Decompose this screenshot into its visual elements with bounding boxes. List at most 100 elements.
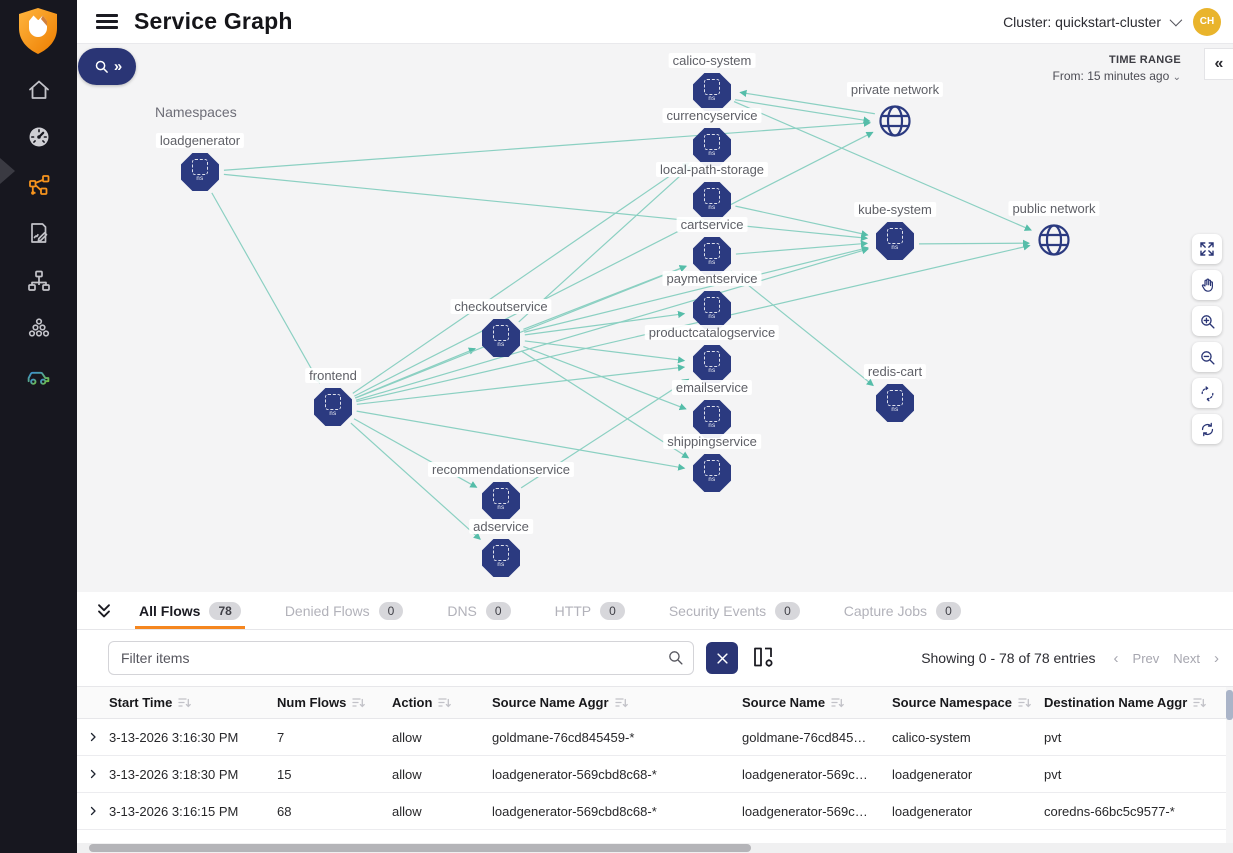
globe-icon xyxy=(879,105,911,137)
prev-page-button[interactable]: Prev xyxy=(1132,650,1160,666)
graph-node-loadgenerator[interactable]: ns xyxy=(181,153,219,191)
graph-edge-checkoutservice-to-paymentservice[interactable] xyxy=(524,310,686,336)
graph-edge-calico-system-to-private-network[interactable] xyxy=(734,99,871,124)
chevron-right-icon[interactable]: › xyxy=(1214,649,1219,667)
graph-edge-checkoutservice-to-emailservice[interactable] xyxy=(523,346,687,411)
graph-edge-frontend-to-public-network[interactable] xyxy=(356,243,1031,403)
horizontal-scrollbar-thumb[interactable] xyxy=(89,844,751,852)
clear-filter-button[interactable] xyxy=(706,642,738,674)
cluster-selector[interactable]: Cluster: quickstart-cluster xyxy=(1003,14,1183,30)
pan-button[interactable] xyxy=(1192,270,1222,300)
tab-capture-jobs[interactable]: Capture Jobs 0 xyxy=(844,592,961,629)
namespace-badge: ns xyxy=(891,245,899,251)
sidebar-item-dashboard[interactable] xyxy=(0,114,77,160)
graph-node-private-network[interactable] xyxy=(877,103,913,139)
table-row[interactable]: 3-13-2026 3:16:15 PM 68 allow loadgenerator… xyxy=(77,793,1233,830)
service-graph-canvas[interactable]: loadgenerator ns calico-system ns currencyse… xyxy=(77,44,1233,592)
graph-node-currencyservice[interactable]: ns xyxy=(693,128,731,166)
graph-edge-checkoutservice-to-productcatalogservice[interactable] xyxy=(524,340,686,364)
zoom-out-button[interactable] xyxy=(1192,342,1222,372)
graph-node-redis-cart[interactable]: ns xyxy=(876,384,914,422)
refresh-button[interactable] xyxy=(1192,414,1222,444)
chevron-left-icon[interactable]: ‹ xyxy=(1113,649,1119,667)
graph-edge-private-network-to-calico-system[interactable] xyxy=(739,89,875,115)
table-row[interactable]: 3-13-2026 3:18:30 PM 15 allow loadgenerator… xyxy=(77,756,1233,793)
graph-edge-frontend-to-productcatalogservice[interactable] xyxy=(356,364,686,405)
graph-node-emailservice[interactable]: ns xyxy=(693,400,731,438)
filter-input[interactable] xyxy=(108,641,694,675)
graph-node-shippingservice[interactable]: ns xyxy=(693,454,731,492)
zoom-in-button[interactable] xyxy=(1192,306,1222,336)
graph-edge-cartservice-to-redis-cart[interactable] xyxy=(730,270,874,387)
graph-search-button[interactable]: » xyxy=(78,48,136,85)
graph-edge-frontend-to-shippingservice[interactable] xyxy=(356,410,686,471)
graph-node-kube-system[interactable]: ns xyxy=(876,222,914,260)
graph-edge-checkoutservice-to-shippingservice[interactable] xyxy=(520,350,690,459)
graph-node-recommendationservice[interactable]: ns xyxy=(482,482,520,520)
graph-node-public-network[interactable] xyxy=(1036,222,1072,258)
hamburger-menu-icon[interactable] xyxy=(96,11,118,33)
collapse-panel-button[interactable]: « xyxy=(1204,48,1233,80)
vertical-scrollbar-thumb[interactable] xyxy=(1226,690,1233,720)
column-header-num-flows[interactable]: Num Flows xyxy=(277,695,392,710)
customize-columns-button[interactable] xyxy=(750,644,776,675)
tab-denied-flows[interactable]: Denied Flows 0 xyxy=(285,592,404,629)
calico-logo-icon[interactable] xyxy=(15,6,61,61)
column-header-action[interactable]: Action xyxy=(392,695,492,710)
graph-edge-checkoutservice-to-currencyservice[interactable] xyxy=(518,165,692,323)
graph-node-frontend[interactable]: ns xyxy=(314,388,352,426)
graph-node-paymentservice[interactable]: ns xyxy=(693,291,731,329)
column-header-start-time[interactable]: Start Time xyxy=(109,695,277,710)
graph-edge-calico-system-to-public-network[interactable] xyxy=(733,100,1032,231)
sidebar-item-clusters[interactable] xyxy=(0,306,77,352)
row-expander[interactable] xyxy=(77,731,109,743)
graph-edge-frontend-to-adservice[interactable] xyxy=(350,422,481,540)
next-page-button[interactable]: Next xyxy=(1173,650,1200,666)
tab-all-flows[interactable]: All Flows 78 xyxy=(135,592,245,629)
sync-button[interactable] xyxy=(1192,378,1222,408)
fit-to-screen-button[interactable] xyxy=(1192,234,1222,264)
sidebar-item-home[interactable] xyxy=(0,67,77,113)
collapse-flows-button[interactable] xyxy=(94,601,114,626)
time-range-from[interactable]: From: 15 minutes ago ⌄ xyxy=(1052,69,1181,83)
tab-security-events[interactable]: Security Events 0 xyxy=(669,592,800,629)
row-expander[interactable] xyxy=(77,768,109,780)
graph-edge-frontend-to-kube-system[interactable] xyxy=(355,247,870,401)
graph-edge-cartservice-to-kube-system[interactable] xyxy=(735,240,869,255)
column-header-source-namespace[interactable]: Source Namespace xyxy=(892,695,1044,710)
table-row[interactable]: 3-13-2026 3:16:30 PM 7 allow goldmane-76cd8… xyxy=(77,719,1233,756)
column-header-source-name[interactable]: Source Name xyxy=(742,695,892,710)
graph-edge-local-path-storage-to-kube-system[interactable] xyxy=(735,205,869,238)
vertical-scrollbar xyxy=(1226,687,1233,843)
graph-edge-checkoutservice-to-cartservice[interactable] xyxy=(523,265,687,330)
column-header-label: Action xyxy=(392,695,433,710)
tab-http[interactable]: HTTP 0 xyxy=(555,592,625,629)
tab-dns[interactable]: DNS 0 xyxy=(447,592,511,629)
graph-edge-frontend-to-cartservice[interactable] xyxy=(355,265,687,399)
graph-edge-loadgenerator-to-frontend[interactable] xyxy=(211,192,320,384)
graph-edge-loadgenerator-to-kube-system[interactable] xyxy=(223,173,869,242)
graph-edge-loadgenerator-to-private-network[interactable] xyxy=(223,119,872,171)
graph-node-calico-system[interactable]: ns xyxy=(693,73,731,111)
graph-node-checkoutservice[interactable]: ns xyxy=(482,319,520,357)
graph-node-productcatalogservice[interactable]: ns xyxy=(693,345,731,383)
sidebar-item-policies[interactable] xyxy=(0,210,77,256)
graph-node-local-path-storage[interactable]: ns xyxy=(693,182,731,220)
row-expander[interactable] xyxy=(77,805,109,817)
graph-edge-checkoutservice-to-kube-system[interactable] xyxy=(524,245,869,333)
time-range-panel[interactable]: TIME RANGE From: 15 minutes ago ⌄ xyxy=(1053,54,1181,83)
avatar[interactable]: CH xyxy=(1193,7,1221,36)
namespace-badge: ns xyxy=(497,562,505,568)
graph-edge-frontend-to-currencyservice[interactable] xyxy=(352,162,690,394)
column-header-source-name-aggr[interactable]: Source Name Aggr xyxy=(492,695,742,710)
sidebar-item-network[interactable] xyxy=(0,258,77,304)
sidebar-item-service-graph[interactable] xyxy=(0,162,77,208)
graph-node-cartservice[interactable]: ns xyxy=(693,237,731,275)
graph-edge-frontend-to-private-network[interactable] xyxy=(354,131,874,397)
graph-node-label-calico-system: calico-system xyxy=(668,53,756,68)
column-header-destination-name-aggr[interactable]: Destination Name Aggr xyxy=(1044,695,1233,710)
graph-node-adservice[interactable]: ns xyxy=(482,539,520,577)
graph-edge-kube-system-to-public-network[interactable] xyxy=(919,239,1030,247)
sidebar-item-vehicle[interactable] xyxy=(0,353,77,399)
graph-node-label-adservice: adservice xyxy=(469,519,533,534)
